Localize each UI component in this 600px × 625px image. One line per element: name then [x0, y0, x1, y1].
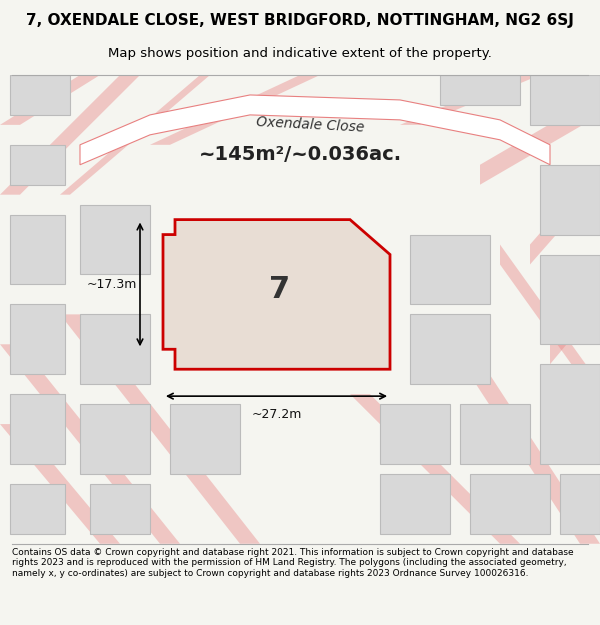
- Polygon shape: [550, 284, 600, 364]
- Polygon shape: [0, 344, 180, 544]
- Polygon shape: [540, 165, 600, 234]
- Polygon shape: [163, 219, 390, 369]
- Polygon shape: [10, 145, 65, 185]
- Polygon shape: [0, 75, 100, 125]
- Polygon shape: [440, 75, 520, 105]
- Polygon shape: [470, 474, 550, 534]
- Polygon shape: [450, 344, 600, 544]
- Text: 7: 7: [269, 275, 290, 304]
- Polygon shape: [530, 75, 600, 125]
- Polygon shape: [410, 234, 490, 304]
- Polygon shape: [10, 304, 65, 374]
- Polygon shape: [10, 75, 70, 115]
- Text: Contains OS data © Crown copyright and database right 2021. This information is : Contains OS data © Crown copyright and d…: [12, 548, 574, 578]
- Text: Map shows position and indicative extent of the property.: Map shows position and indicative extent…: [108, 48, 492, 61]
- Polygon shape: [10, 484, 65, 534]
- Polygon shape: [530, 165, 600, 264]
- Polygon shape: [400, 75, 540, 125]
- Polygon shape: [380, 474, 450, 534]
- Polygon shape: [0, 75, 140, 194]
- Text: ~27.2m: ~27.2m: [251, 408, 302, 421]
- Polygon shape: [540, 364, 600, 464]
- Polygon shape: [90, 484, 150, 534]
- Polygon shape: [350, 394, 520, 544]
- Polygon shape: [10, 394, 65, 464]
- Polygon shape: [480, 95, 600, 185]
- Polygon shape: [410, 314, 490, 384]
- Polygon shape: [80, 404, 150, 474]
- Text: 7, OXENDALE CLOSE, WEST BRIDGFORD, NOTTINGHAM, NG2 6SJ: 7, OXENDALE CLOSE, WEST BRIDGFORD, NOTTI…: [26, 14, 574, 29]
- Text: ~17.3m: ~17.3m: [87, 278, 137, 291]
- Polygon shape: [80, 204, 150, 274]
- Polygon shape: [170, 404, 240, 474]
- Text: Oxendale Close: Oxendale Close: [256, 115, 364, 135]
- Polygon shape: [60, 314, 260, 544]
- Text: ~145m²/~0.036ac.: ~145m²/~0.036ac.: [199, 145, 401, 164]
- Polygon shape: [380, 404, 450, 464]
- Polygon shape: [80, 95, 550, 165]
- Polygon shape: [60, 75, 210, 194]
- Polygon shape: [80, 314, 150, 384]
- Polygon shape: [500, 244, 600, 404]
- Polygon shape: [560, 474, 600, 534]
- Polygon shape: [460, 404, 530, 464]
- Polygon shape: [0, 424, 120, 544]
- Polygon shape: [540, 254, 600, 344]
- Polygon shape: [150, 75, 320, 145]
- Polygon shape: [10, 214, 65, 284]
